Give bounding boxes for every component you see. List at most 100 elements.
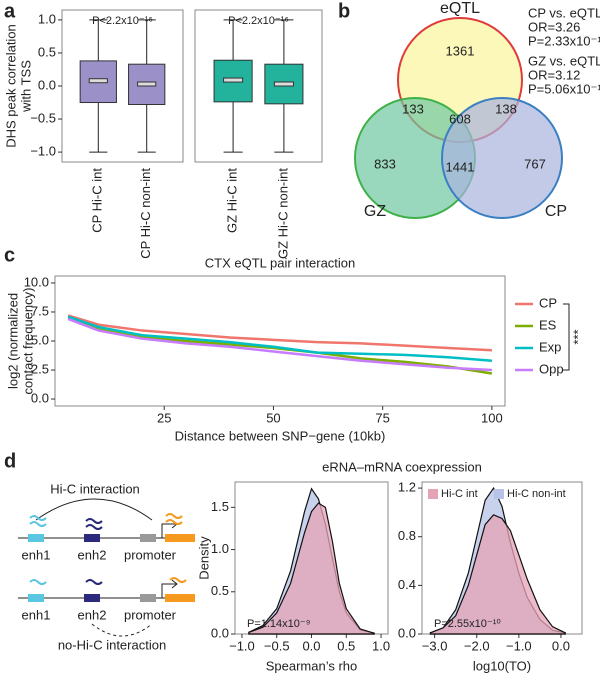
legend-label: Opp (539, 361, 564, 376)
x-tick-label: 0.0 (552, 638, 570, 653)
series-line (67, 315, 492, 362)
promoter (140, 534, 156, 542)
signal (165, 513, 183, 525)
significance-bracket (563, 303, 570, 371)
x-tick-label: −3.0 (422, 638, 448, 653)
y-tick-label: 0.8 (398, 528, 416, 543)
enhancer (28, 594, 44, 602)
annotation: CP vs. eQTL (528, 5, 600, 20)
y-tick-label: 1.2 (398, 480, 416, 495)
x-tick-label: 75 (375, 410, 389, 425)
y-tick-label: 1.5 (211, 499, 229, 514)
x-tick-label: GZ Hi-C non-int (275, 168, 290, 259)
y-tick-label: 0.0 (31, 390, 49, 405)
x-tick-label: −0.5 (264, 638, 290, 653)
series-line (67, 314, 492, 352)
x-tick-label: −1.0 (506, 638, 532, 653)
y-tick-label: 7.5 (31, 303, 49, 318)
x-tick-label: 1.0 (372, 638, 390, 653)
annotation: P=5.06x10⁻¹⁰³ (528, 81, 600, 96)
median (273, 81, 294, 87)
schematic: Hi-C interaction enh1 enh2 promoter enh1… (18, 481, 195, 652)
legend-label: Exp (539, 339, 561, 354)
element-label: enh1 (22, 607, 51, 622)
x-tick-label: 50 (266, 410, 280, 425)
element-label: promoter (124, 547, 177, 562)
y-tick-label: 0.0 (398, 625, 416, 640)
y-tick-label: 0.0 (211, 625, 229, 640)
y-tick-label: 10.0 (24, 274, 49, 289)
annotation: P<2.2x10⁻¹⁶ (92, 15, 153, 27)
signal (29, 579, 47, 585)
legend-label: CP (539, 295, 557, 310)
signal (169, 577, 187, 583)
y-tick-label: 0.0 (38, 77, 56, 92)
chart-title: eRNA–mRNA coexpression (322, 459, 482, 474)
x-tick-label: 0.5 (337, 638, 355, 653)
region-count: 133 (402, 101, 424, 116)
y-tick-label: 5.0 (31, 332, 49, 347)
y-tick-label: −0.5 (30, 110, 56, 125)
x-tick-label: GZ Hi-C int (225, 168, 240, 233)
element-label: promoter (124, 607, 177, 622)
x-axis-label: log10(TO) (473, 658, 531, 673)
y-tick-label: 1.0 (38, 11, 56, 26)
chart-title: CTX eQTL pair interaction (205, 255, 356, 270)
median (223, 77, 244, 83)
enhancer (84, 594, 100, 602)
signal (85, 518, 103, 530)
annotation: P=2.33x10⁻¹¹⁰ (528, 33, 600, 48)
x-tick-label: 25 (157, 410, 171, 425)
annotation: *** (570, 329, 585, 344)
region-count: 767 (524, 156, 546, 171)
legend-label: ES (539, 317, 557, 332)
interaction-arc (35, 498, 153, 521)
density-area (429, 514, 566, 635)
legend-label: Hi-C int (441, 488, 478, 500)
annotation: P=1.14x10⁻⁹ (247, 618, 310, 630)
schematic-label: no-Hi-C interaction (58, 637, 166, 652)
y-tick-label: 1.0 (211, 541, 229, 556)
median (137, 81, 157, 87)
element-label: enh2 (78, 547, 107, 562)
x-tick-label: −1.0 (229, 638, 255, 653)
x-tick-label: 0.0 (302, 638, 320, 653)
x-tick-label: −2.0 (464, 638, 490, 653)
y-tick-label: 0.5 (38, 44, 56, 59)
y-tick-label: 0.5 (211, 583, 229, 598)
density-area (248, 502, 375, 635)
region-count: 138 (495, 101, 517, 116)
x-axis-label: Spearman’s rho (266, 658, 358, 673)
y-axis-label: contact frequency) (20, 288, 35, 395)
promoter (140, 594, 156, 602)
y-axis-label: log2 (normalized (5, 293, 20, 389)
signal (29, 515, 47, 527)
no-interaction-arc (91, 623, 153, 637)
enhancer (28, 534, 44, 542)
tss-arrow (161, 579, 178, 598)
legend-swatch (428, 489, 438, 499)
element-label: enh2 (78, 607, 107, 622)
annotation: GZ vs. eQTL (528, 53, 600, 68)
region-count: 833 (374, 156, 396, 171)
gene (165, 594, 195, 602)
y-tick-label: 0.4 (398, 577, 416, 592)
element-label: enh1 (22, 547, 51, 562)
annotation: OR=3.12 (528, 67, 580, 82)
y-tick-label: 2.5 (31, 361, 49, 376)
annotation: P=2.55x10⁻¹⁰ (434, 618, 501, 630)
y-axis-label: DHS peak correlation (3, 24, 18, 148)
x-axis-label: Distance between SNP−gene (10kb) (175, 428, 386, 443)
annotation: P<2.2x10⁻¹⁶ (228, 15, 289, 27)
panel-label: b (338, 0, 350, 22)
region-count: 1361 (446, 43, 475, 58)
set-label: GZ (364, 203, 386, 220)
y-tick-label: −1.0 (30, 144, 56, 159)
enhancer (84, 534, 100, 542)
legend-swatch (494, 489, 504, 499)
x-tick-label: CP Hi-C non-int (138, 168, 153, 259)
panel-label: a (4, 0, 16, 22)
series-line (67, 317, 492, 372)
region-count: 1441 (446, 159, 475, 174)
